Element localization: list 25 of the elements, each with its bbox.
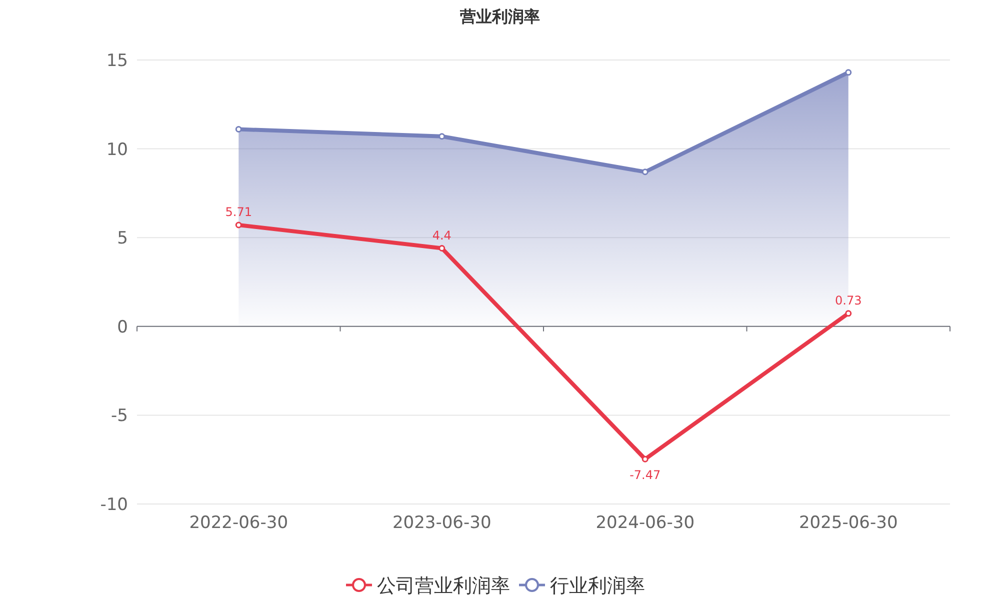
x-tick-label: 2022-06-30 — [189, 513, 288, 533]
legend-label: 公司营业利润率 — [377, 575, 510, 597]
y-tick-label: -5 — [111, 406, 128, 426]
x-tick-label: 2024-06-30 — [596, 513, 695, 533]
x-tick-label: 2025-06-30 — [798, 513, 898, 533]
chart-title: 营业利润率 — [459, 7, 540, 26]
point — [642, 168, 648, 176]
data-label: 4.4 — [432, 228, 452, 242]
point — [845, 310, 852, 317]
y-tick-label: 0 — [117, 317, 128, 338]
y-tick-label: 10 — [106, 140, 128, 160]
data-label: 5.71 — [225, 204, 252, 219]
y-tick-label: 15 — [106, 51, 128, 71]
point — [438, 133, 446, 140]
legend-label: 行业利润率 — [550, 575, 645, 597]
point — [235, 222, 242, 228]
data-label: -7.47 — [630, 468, 661, 482]
data-label: 0.73 — [835, 293, 862, 308]
y-tick-label: 5 — [117, 228, 128, 249]
point — [642, 456, 648, 462]
point — [235, 126, 242, 133]
point — [845, 69, 852, 76]
y-tick-label: -10 — [100, 495, 128, 515]
point — [438, 245, 446, 252]
x-tick-label: 2023-06-30 — [392, 513, 492, 533]
